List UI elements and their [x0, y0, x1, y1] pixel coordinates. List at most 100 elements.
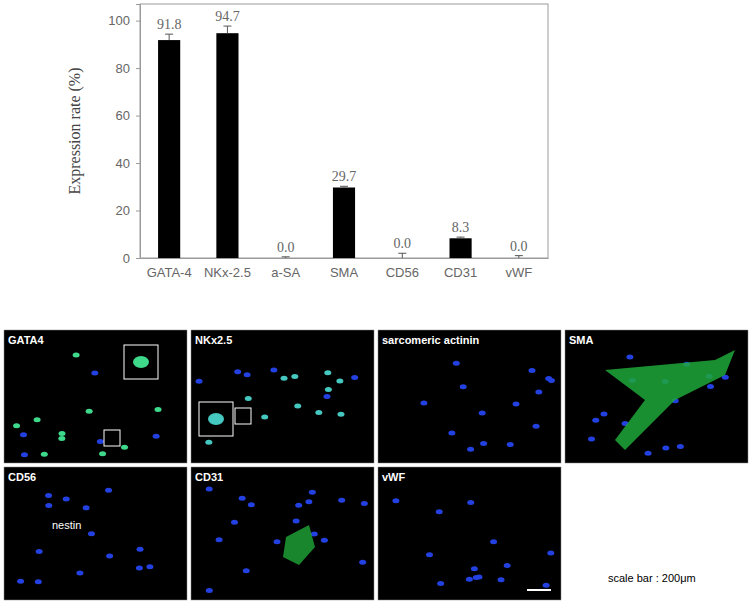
nucleus — [239, 496, 246, 501]
x-tick-label: NKx-2.5 — [204, 265, 251, 280]
nucleus — [325, 387, 332, 392]
panel-label: NKx2.5 — [195, 334, 232, 346]
inset-source — [104, 430, 120, 446]
nucleus — [305, 499, 312, 504]
image-panel: SMA — [565, 330, 748, 463]
panel-label: CD56 — [8, 471, 36, 483]
nucleus — [155, 407, 162, 412]
y-tick-mark — [136, 211, 140, 212]
error-bar — [340, 186, 348, 187]
nucleus — [507, 442, 514, 447]
nucleus — [137, 547, 144, 552]
nucleus — [41, 452, 48, 457]
nucleus — [359, 560, 366, 565]
x-tick: NKx-2.5 — [204, 258, 251, 280]
nucleus — [83, 505, 90, 510]
y-tick-mark — [136, 163, 140, 164]
panel-background — [4, 330, 187, 463]
y-axis-line — [136, 5, 141, 259]
nucleus — [466, 577, 473, 582]
nucleus — [88, 531, 95, 536]
nucleus — [498, 577, 505, 582]
nucleus — [533, 424, 540, 429]
nucleus — [17, 579, 24, 584]
x-tick-label: CD56 — [386, 265, 419, 280]
nucleus — [35, 579, 42, 584]
nucleus — [323, 394, 330, 399]
nucleus — [315, 410, 322, 415]
nucleus — [504, 563, 511, 568]
y-tick: 60 — [116, 108, 140, 123]
image-panel: NKx2.5 — [191, 330, 374, 463]
nucleus — [324, 370, 331, 375]
nucleus — [677, 444, 684, 449]
nucleus — [707, 384, 714, 389]
nucleus — [467, 447, 474, 452]
y-tick-mark — [136, 258, 140, 259]
panel-background — [565, 330, 748, 463]
y-tick-label: 60 — [116, 108, 130, 123]
nucleus — [467, 500, 474, 505]
marks — [158, 26, 523, 258]
nucleus — [274, 539, 281, 544]
nucleus — [448, 430, 455, 435]
y-axis-title: Expression rate (%) — [66, 67, 84, 194]
stained-cell — [605, 350, 735, 450]
nucleus — [45, 503, 52, 508]
y-tick-mark — [136, 21, 140, 22]
stained-cell — [283, 525, 315, 565]
nucleus — [261, 415, 268, 420]
nucleus — [437, 581, 444, 586]
error-bar — [398, 253, 406, 258]
nucleus — [426, 552, 433, 557]
bar — [333, 187, 355, 258]
nucleus — [63, 497, 70, 502]
nucleus — [34, 417, 41, 422]
error-bar — [457, 237, 465, 238]
y-axis: 020406080100 — [108, 5, 140, 266]
y-tick-label: 0 — [123, 251, 130, 266]
y-tick: 0 — [123, 251, 140, 266]
scale-bar — [527, 589, 551, 591]
nucleus — [45, 493, 52, 498]
inset-source — [235, 408, 251, 424]
inset — [199, 402, 233, 436]
nucleus — [206, 487, 213, 492]
nucleus — [291, 374, 298, 379]
nucleus — [453, 361, 460, 366]
x-tick: GATA-4 — [147, 258, 192, 280]
y-tick: 80 — [116, 61, 140, 76]
bar — [275, 258, 297, 259]
nucleus — [121, 445, 128, 450]
panel-background — [378, 467, 561, 600]
nucleus — [86, 409, 93, 414]
nucleus — [528, 368, 535, 373]
data-label: 91.8 — [157, 17, 182, 32]
y-tick-label: 100 — [108, 13, 130, 28]
panel-background — [191, 330, 374, 463]
nucleus — [21, 452, 28, 457]
nucleus — [245, 396, 252, 401]
panel-background — [378, 330, 561, 463]
nucleus — [338, 498, 345, 503]
nucleus — [351, 375, 358, 380]
nucleus — [480, 441, 487, 446]
nucleus — [206, 588, 213, 593]
nucleus — [626, 355, 633, 360]
inset-nucleus — [208, 413, 224, 425]
nucleus — [216, 537, 223, 542]
data-label: 29.7 — [332, 169, 357, 184]
nucleus — [248, 502, 255, 507]
y-tick: 100 — [108, 13, 140, 28]
nucleus — [513, 401, 520, 406]
error-bar — [515, 256, 523, 258]
nucleus — [13, 423, 20, 428]
panel-background — [191, 467, 374, 600]
panel-background — [4, 467, 187, 600]
nucleus — [58, 436, 65, 441]
data-label: 0.0 — [394, 236, 412, 251]
x-tick: SMA — [330, 258, 359, 280]
nucleus — [76, 570, 83, 575]
x-axis-line — [141, 258, 549, 259]
nucleus — [321, 538, 328, 543]
